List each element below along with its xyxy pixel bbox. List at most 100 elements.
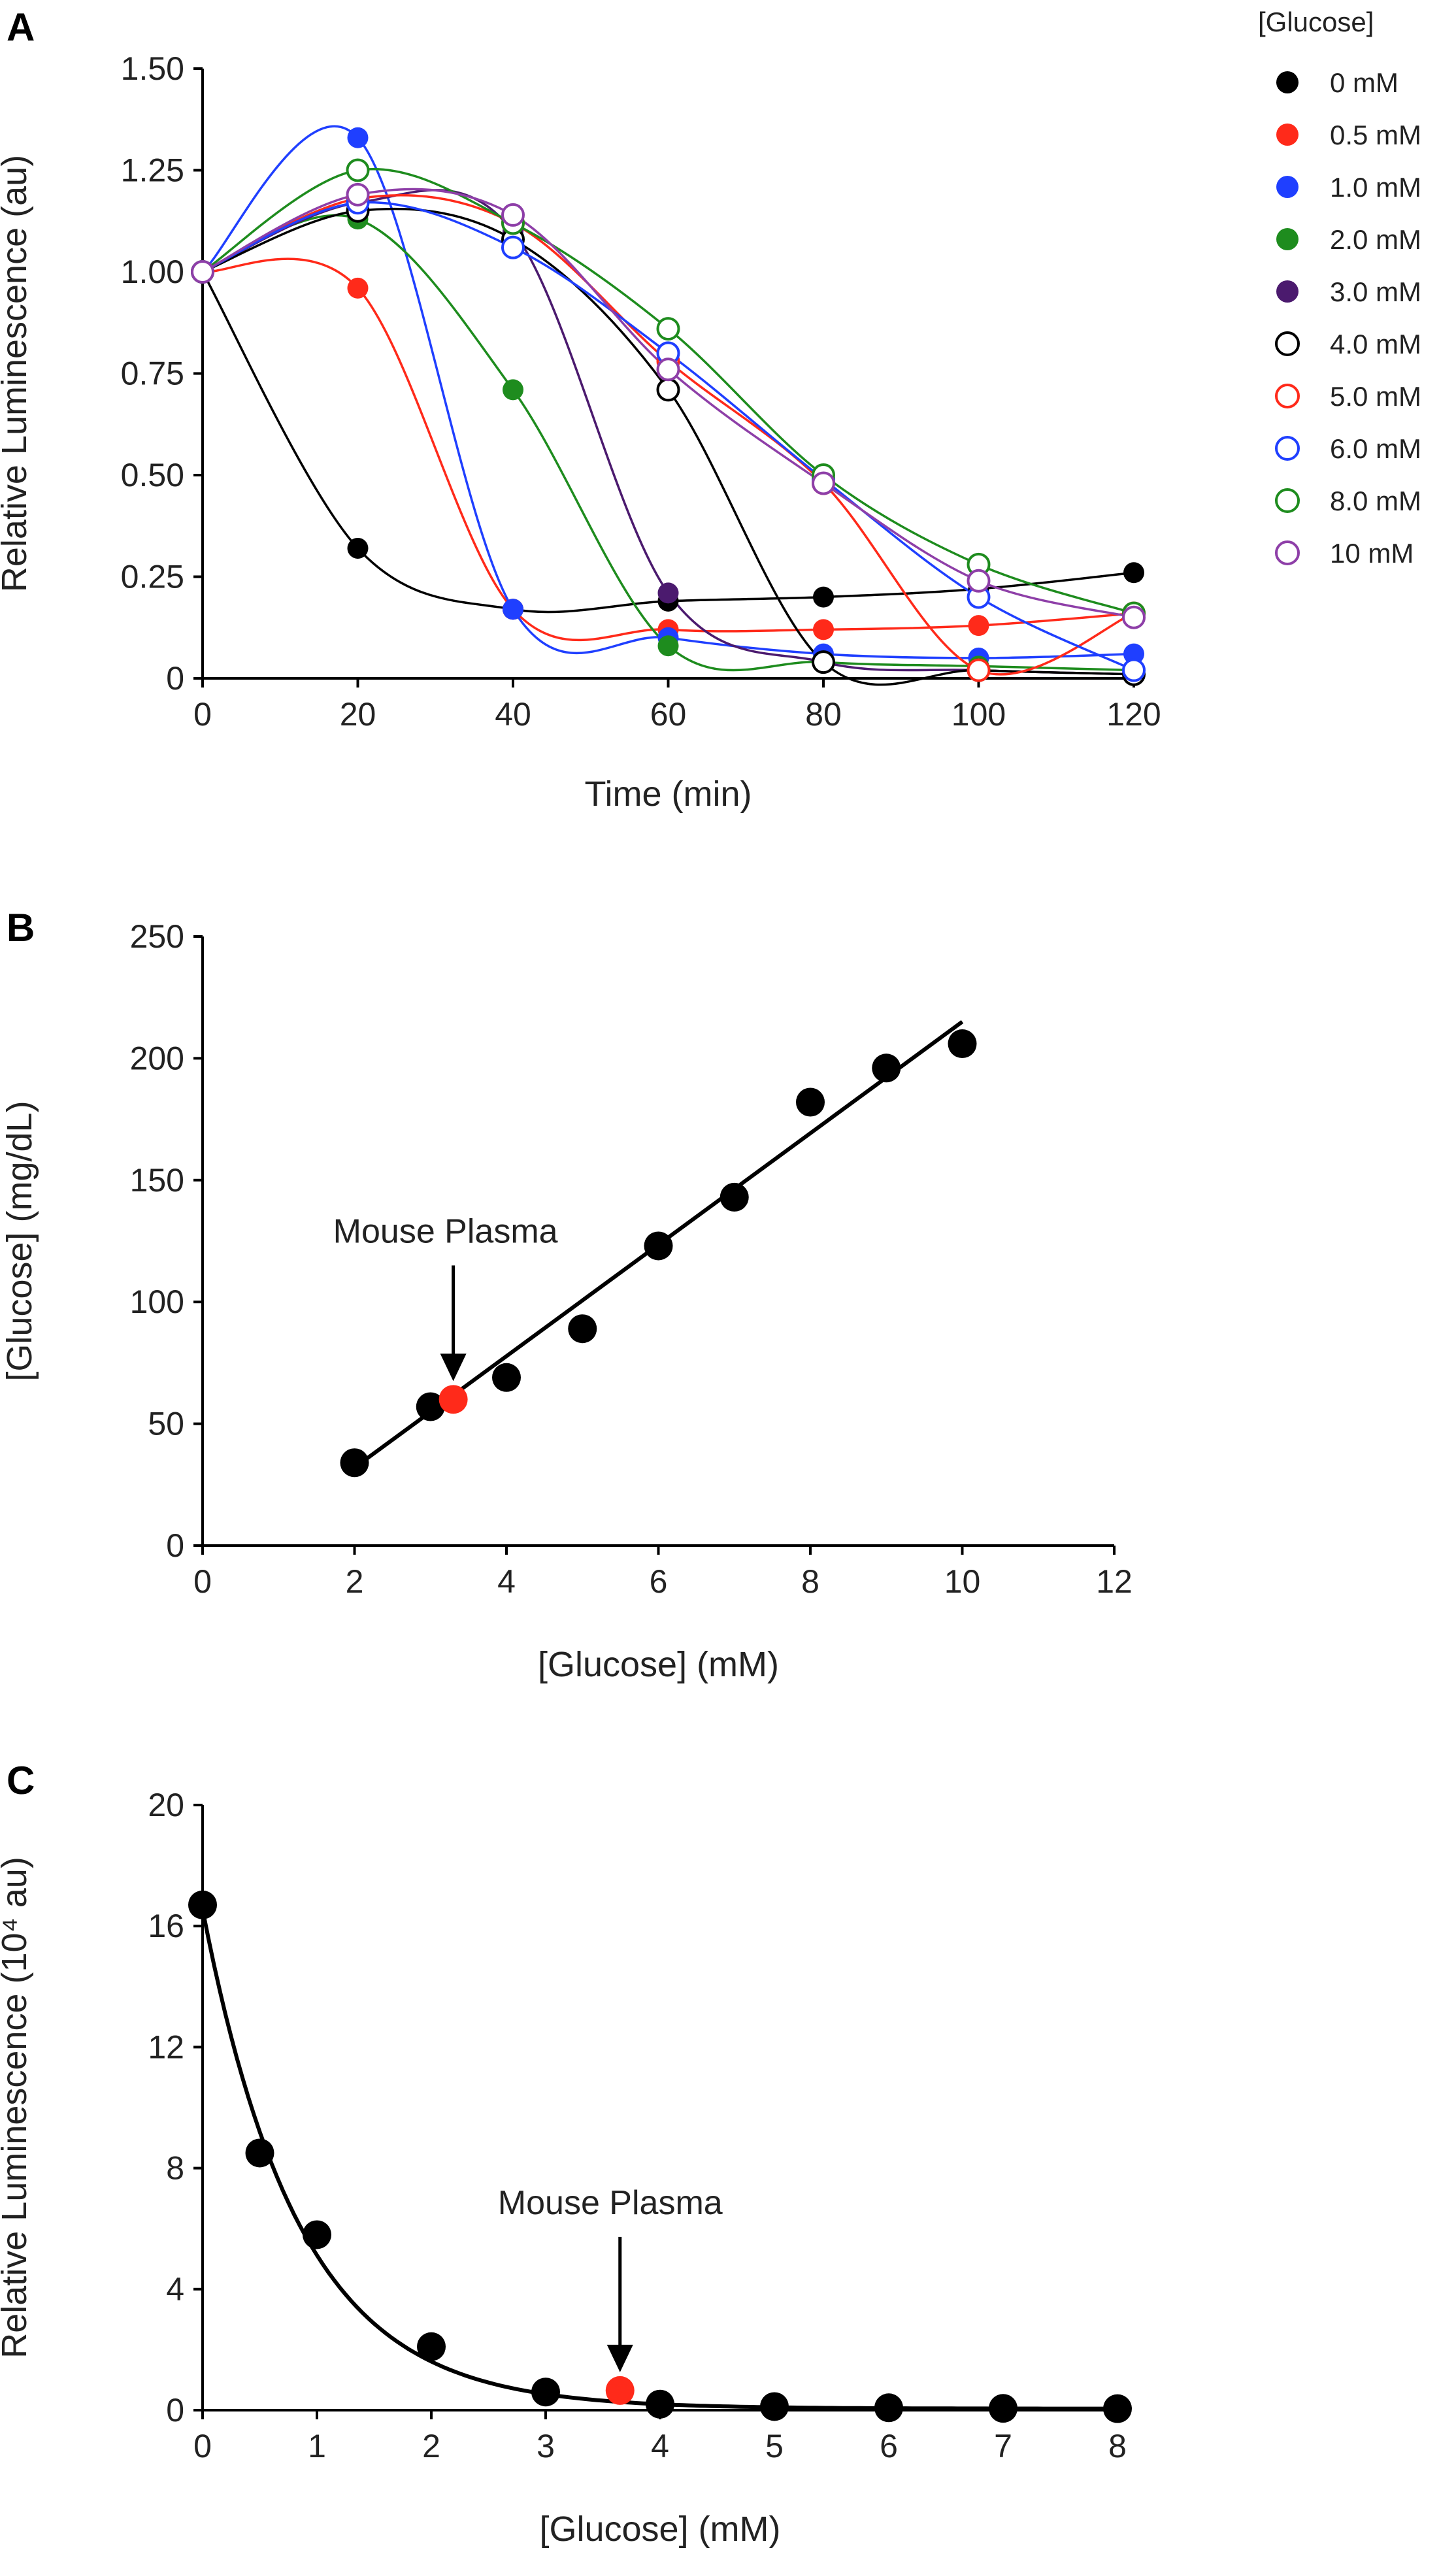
legend-marker bbox=[1276, 71, 1299, 93]
data-point bbox=[501, 203, 525, 227]
y-tick-label: 250 bbox=[130, 918, 184, 955]
data-point bbox=[656, 357, 680, 382]
x-axis-title: [Glucose] (mM) bbox=[538, 1645, 779, 1684]
data-point bbox=[1122, 658, 1146, 682]
data-point bbox=[813, 586, 834, 608]
y-tick-label: 1.25 bbox=[121, 152, 184, 189]
data-point bbox=[346, 158, 370, 182]
data-point bbox=[503, 599, 523, 620]
annotation-label: Mouse Plasma bbox=[498, 2184, 723, 2222]
data-point bbox=[346, 182, 370, 207]
legend-marker bbox=[1275, 488, 1300, 513]
data-point bbox=[656, 378, 680, 402]
x-tick-label: 4 bbox=[651, 2428, 669, 2464]
data-point bbox=[989, 2394, 1018, 2423]
chart-panel-a: 0 20 40 60 80 100 120 0 0.25 0.50 0.75 1.00 1.25 1.50… bbox=[0, 7, 1421, 814]
panel-letter-c: C bbox=[7, 1759, 35, 1802]
x-tick-label: 6 bbox=[880, 2428, 898, 2464]
x-tick-label: 8 bbox=[801, 1563, 819, 1600]
x-tick-label: 2 bbox=[346, 1563, 364, 1600]
legend-label: 2.0 mM bbox=[1330, 224, 1421, 255]
y-tick-label: 8 bbox=[166, 2150, 184, 2187]
data-point bbox=[1123, 562, 1144, 584]
legend-label: 4.0 mM bbox=[1330, 329, 1421, 359]
data-point bbox=[760, 2392, 789, 2421]
x-axis-title: Time (min) bbox=[585, 774, 752, 814]
legend-marker bbox=[1276, 176, 1299, 198]
fit-curve bbox=[201, 1909, 1117, 2411]
annotation-arrow-head bbox=[440, 1353, 467, 1382]
data-point bbox=[191, 260, 214, 284]
data-point bbox=[1123, 643, 1144, 665]
data-point bbox=[796, 1087, 825, 1117]
annotation-arrow-head bbox=[606, 2344, 633, 2372]
data-point bbox=[1103, 2394, 1132, 2423]
y-tick-label: 16 bbox=[148, 1908, 184, 1944]
annotation-label: Mouse Plasma bbox=[333, 1212, 558, 1250]
y-tick-label: 200 bbox=[130, 1040, 184, 1076]
data-point bbox=[967, 569, 991, 593]
data-point bbox=[657, 582, 679, 604]
y-axis-title: Relative Luminescence (au) bbox=[0, 155, 34, 592]
data-point bbox=[188, 1890, 217, 1919]
data-point bbox=[657, 635, 679, 657]
legend-marker bbox=[1276, 124, 1299, 146]
x-tick-label: 6 bbox=[650, 1563, 668, 1600]
data-point bbox=[872, 1053, 901, 1083]
y-tick-label: 4 bbox=[166, 2271, 184, 2308]
y-tick-label: 50 bbox=[148, 1406, 184, 1442]
y-tick-label: 0.75 bbox=[121, 356, 184, 392]
data-point bbox=[245, 2138, 274, 2168]
x-tick-label: 0 bbox=[193, 2428, 212, 2464]
legend-marker bbox=[1275, 384, 1300, 408]
x-tick-label: 0 bbox=[193, 1563, 212, 1600]
y-tick-label: 0.25 bbox=[121, 559, 184, 595]
legend-label: 10 mM bbox=[1330, 538, 1414, 569]
legend-marker bbox=[1276, 280, 1299, 303]
highlight-point bbox=[605, 2376, 635, 2405]
legend-title: [Glucose] bbox=[1258, 7, 1374, 37]
x-tick-label: 120 bbox=[1106, 696, 1161, 733]
panel-letter-b: B bbox=[7, 906, 35, 950]
x-tick-label: 2 bbox=[422, 2428, 440, 2464]
chart-panel-b: 0 2 4 6 8 10 12 0 50 100 150 200 250 [Glucose] (mM) [G… bbox=[0, 918, 1133, 1684]
data-point bbox=[812, 650, 835, 674]
legend-marker bbox=[1275, 331, 1300, 356]
data-point bbox=[968, 615, 989, 637]
x-axis-title: [Glucose] (mM) bbox=[539, 2510, 780, 2549]
x-tick-label: 12 bbox=[1096, 1563, 1133, 1600]
data-point bbox=[303, 2220, 331, 2249]
series-line-2 bbox=[201, 125, 1134, 659]
y-tick-label: 12 bbox=[148, 2029, 184, 2065]
panel-letter-a: A bbox=[7, 5, 35, 49]
legend-label: 0.5 mM bbox=[1330, 120, 1421, 150]
y-tick-label: 0 bbox=[166, 2392, 184, 2428]
data-point bbox=[656, 317, 680, 341]
x-tick-label: 20 bbox=[340, 696, 376, 733]
legend-marker bbox=[1275, 540, 1300, 565]
y-axis-title: [Glucose] (mg/dL) bbox=[0, 1101, 39, 1381]
data-point bbox=[812, 471, 835, 495]
y-tick-label: 20 bbox=[148, 1787, 184, 1823]
series-line-9 bbox=[202, 188, 1134, 619]
data-point bbox=[874, 2393, 903, 2423]
data-point bbox=[347, 127, 369, 148]
legend-label: 6.0 mM bbox=[1330, 433, 1421, 464]
data-point bbox=[340, 1448, 369, 1478]
data-point bbox=[1122, 605, 1146, 629]
legend-marker bbox=[1276, 228, 1299, 250]
x-tick-label: 5 bbox=[765, 2428, 784, 2464]
data-point bbox=[503, 379, 523, 401]
data-point bbox=[417, 2332, 446, 2361]
data-point bbox=[347, 277, 369, 299]
data-point bbox=[416, 1392, 445, 1421]
legend-label: 8.0 mM bbox=[1330, 486, 1421, 516]
data-point bbox=[531, 2378, 560, 2407]
data-point bbox=[948, 1029, 977, 1059]
legend-label: 5.0 mM bbox=[1330, 381, 1421, 412]
y-tick-label: 0 bbox=[166, 1527, 184, 1564]
legend-label: 3.0 mM bbox=[1330, 276, 1421, 307]
x-tick-label: 40 bbox=[495, 696, 531, 733]
y-tick-label: 1.50 bbox=[121, 50, 184, 87]
